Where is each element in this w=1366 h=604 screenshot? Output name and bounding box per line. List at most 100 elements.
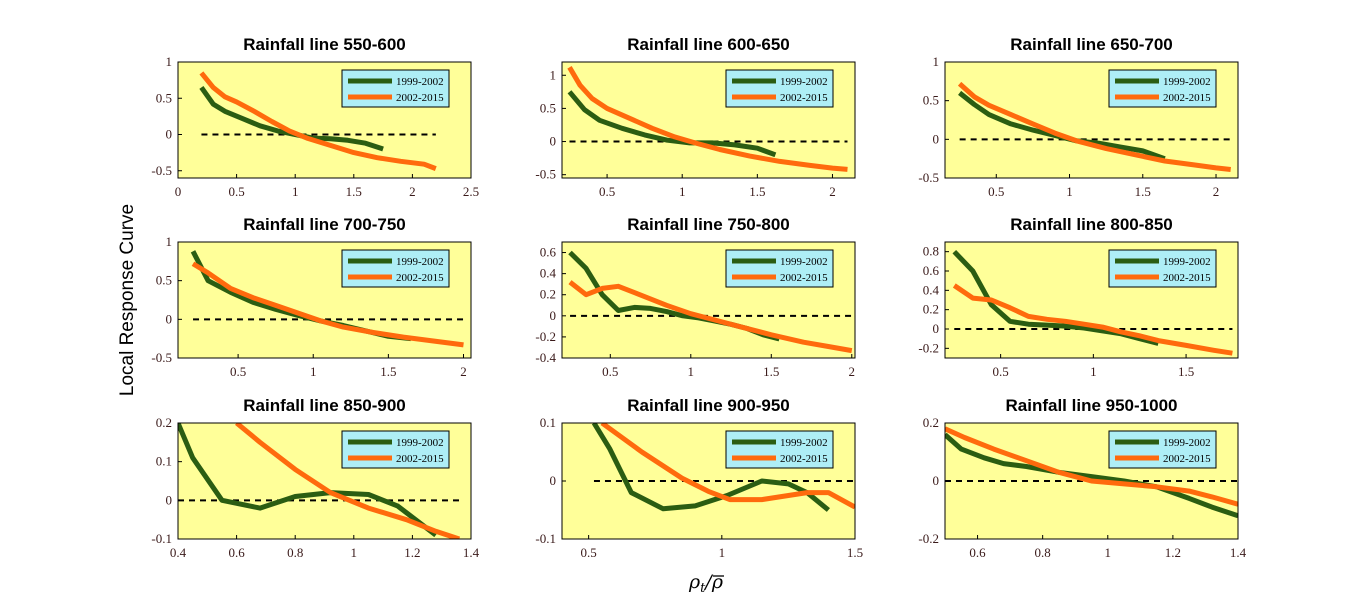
plot-frame: [177, 422, 472, 540]
y-tick-label: 0: [933, 473, 940, 488]
x-tick-label: 1: [292, 184, 299, 199]
panels: 0 0.5 1 1.5 2 2.5 -0.5 0 0.5 1 Rainfall line 550-6…: [151, 35, 1246, 560]
legend-box: [341, 249, 450, 288]
y-tick-label: 0: [166, 311, 173, 326]
series-line-2002-2015: [945, 426, 1238, 507]
x-tick-label: 0.5: [993, 364, 1009, 379]
y-tick-label: -0.4: [535, 350, 556, 365]
chart-title: Rainfall line 900-950: [627, 396, 790, 415]
y-tick-label: 0: [166, 127, 173, 142]
series-group: [568, 250, 853, 354]
x-tick-label: 0.5: [581, 545, 597, 560]
chart-title: Rainfall line 550-600: [243, 35, 406, 54]
y-tick-label: 0: [550, 308, 557, 323]
legend: 1999-2002 2002-2015: [341, 430, 450, 469]
legend-label: 1999-2002: [780, 76, 828, 88]
chart-title: Rainfall line 950-1000: [1006, 396, 1178, 415]
legend: 1999-2002 2002-2015: [1108, 69, 1217, 108]
y-tick-label: 0.1: [540, 415, 556, 430]
x-axis-label-sub: t: [700, 581, 706, 596]
legend-label: 2002-2015: [780, 92, 828, 104]
chart-panel: 0.6 0.8 1 1.2 1.4 -0.2 0 0.2 Rainfall line 950-1…: [918, 396, 1246, 560]
x-tick-label: 1: [1090, 364, 1097, 379]
legend: 1999-2002 2002-2015: [341, 249, 450, 288]
legend-label: 1999-2002: [780, 256, 828, 268]
x-tick-label: 0.6: [228, 545, 245, 560]
plot-frame: [944, 241, 1239, 359]
x-tick-label: 1: [688, 364, 695, 379]
chart-panel: 0.4 0.6 0.8 1 1.2 1.4 -0.1 0 0.1 0.2 Rainfall line…: [151, 396, 479, 560]
series-group: [178, 423, 461, 539]
series-line-2002-2015: [235, 423, 461, 539]
legend-label: 2002-2015: [1163, 453, 1211, 465]
series-group: [952, 249, 1233, 356]
x-tick-label: 0.5: [602, 364, 618, 379]
legend-label: 2002-2015: [1163, 92, 1211, 104]
x-tick-label: 0.5: [230, 364, 246, 379]
chart-title: Rainfall line 650-700: [1010, 35, 1173, 54]
legend: 1999-2002 2002-2015: [1108, 249, 1217, 288]
y-tick-label: 1: [933, 54, 940, 69]
x-tick-label: 1: [679, 184, 686, 199]
y-tick-label: 0: [933, 321, 940, 336]
x-tick-label: 1: [1066, 184, 1073, 199]
x-tick-label: 1: [1105, 545, 1112, 560]
legend-label: 2002-2015: [396, 453, 444, 465]
y-tick-label: -0.5: [151, 163, 172, 178]
legend-box: [725, 430, 834, 469]
y-tick-label: 0.2: [156, 415, 172, 430]
plot-frame: [944, 61, 1239, 179]
chart-panel: 0.5 1 1.5 -0.2 0 0.2 0.4 0.6 0.8 Rainfall line 80…: [918, 215, 1239, 379]
x-tick-label: 1.5: [1178, 364, 1194, 379]
series-line-1999-2002: [567, 90, 777, 158]
y-tick-label: 0.4: [540, 266, 557, 281]
legend: 1999-2002 2002-2015: [341, 69, 450, 108]
y-tick-label: 0.5: [923, 93, 939, 108]
legend-label: 1999-2002: [780, 437, 828, 449]
chart-title: Rainfall line 600-650: [627, 35, 790, 54]
y-tick-label: 0.5: [156, 273, 172, 288]
chart-title: Rainfall line 800-850: [1010, 215, 1173, 234]
y-axis-label: Local Response Curve: [117, 204, 138, 396]
series-group: [567, 66, 848, 172]
legend-box: [725, 69, 834, 108]
x-tick-label: 1: [351, 545, 358, 560]
series-group: [190, 250, 464, 348]
plot-frame: [177, 241, 472, 359]
y-tick-label: -0.2: [918, 531, 939, 546]
legend-box: [1108, 249, 1217, 288]
y-tick-label: 0.5: [540, 100, 556, 115]
y-tick-label: 0.5: [156, 90, 172, 105]
x-tick-label: 1.5: [1135, 184, 1151, 199]
legend-label: 2002-2015: [780, 272, 828, 284]
x-tick-label: 1.2: [1165, 545, 1181, 560]
legend-label: 1999-2002: [1163, 437, 1211, 449]
y-tick-label: 0.4: [923, 282, 940, 297]
series-group: [957, 81, 1231, 172]
x-tick-label: 1.5: [380, 364, 396, 379]
legend: 1999-2002 2002-2015: [725, 249, 834, 288]
x-tick-label: 0.8: [1035, 545, 1051, 560]
plot-frame: [561, 61, 856, 179]
x-tick-label: 2.5: [463, 184, 479, 199]
x-tick-label: 1.2: [404, 545, 420, 560]
legend: 1999-2002 2002-2015: [725, 69, 834, 108]
y-tick-label: 1: [166, 234, 173, 249]
legend-box: [725, 249, 834, 288]
series-line-1999-2002: [591, 423, 830, 512]
series-line-2002-2015: [952, 283, 1233, 356]
y-tick-label: 0.1: [156, 454, 172, 469]
series-group: [945, 426, 1238, 519]
x-axis-label-slash: /: [703, 571, 713, 593]
legend-label: 1999-2002: [396, 76, 444, 88]
series-line-2002-2015: [568, 280, 853, 354]
chart-panel: 0.5 1 1.5 2 -0.4 -0.2 0 0.2 0.4 0.6 Rainfall line …: [535, 215, 856, 379]
x-tick-label: 1.5: [749, 184, 765, 199]
x-tick-label: 2: [849, 364, 856, 379]
series-group: [199, 71, 437, 171]
y-tick-label: 0.2: [923, 302, 939, 317]
y-tick-label: 0.8: [923, 244, 939, 259]
legend-box: [341, 69, 450, 108]
series-line-2002-2015: [191, 261, 464, 348]
